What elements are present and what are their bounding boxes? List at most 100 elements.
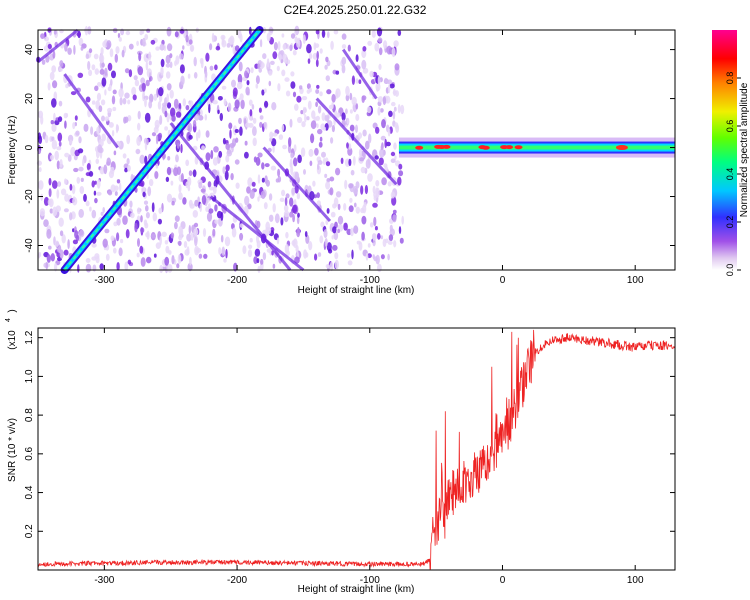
noise-speck xyxy=(259,115,264,120)
snr-scale-exponent: 4 xyxy=(5,318,12,322)
noise-speck xyxy=(176,142,180,149)
colorbar-tick-label: 0.0 xyxy=(725,264,735,277)
noise-speck xyxy=(261,89,265,96)
noise-speck xyxy=(239,93,244,101)
noise-speck xyxy=(80,177,84,182)
colorbar-ticks: 0.0 0.2 0.4 0.6 0.8 xyxy=(725,72,741,277)
noise-speck xyxy=(249,237,253,243)
noise-speck xyxy=(387,253,390,261)
noise-speck xyxy=(77,148,84,154)
noise-speck xyxy=(320,221,325,228)
noise-speck xyxy=(38,110,44,119)
echo-line xyxy=(209,195,305,272)
noise-speck xyxy=(47,198,52,206)
noise-speck xyxy=(102,238,108,248)
noise-speck xyxy=(272,203,276,213)
noise-speck xyxy=(268,214,274,222)
noise-speck xyxy=(144,155,148,165)
noise-speck xyxy=(182,98,186,107)
noise-speck xyxy=(149,75,153,82)
noise-speck xyxy=(369,222,374,228)
noise-speck xyxy=(128,69,133,78)
noise-speck xyxy=(85,258,91,263)
noise-speck xyxy=(375,126,380,134)
noise-speck xyxy=(376,86,379,92)
noise-speck xyxy=(193,222,199,228)
noise-speck xyxy=(386,45,392,55)
noise-speck xyxy=(234,159,240,165)
noise-speck xyxy=(276,237,280,245)
noise-speck xyxy=(245,86,250,96)
noise-speck xyxy=(361,59,367,70)
noise-speck xyxy=(381,177,387,186)
noise-speck xyxy=(247,177,253,187)
noise-speck xyxy=(251,181,256,187)
noise-speck xyxy=(248,244,253,249)
noise-speck xyxy=(373,195,377,201)
noise-speck xyxy=(322,157,326,165)
noise-speck xyxy=(79,186,85,194)
y-tick-label: 1.0 xyxy=(24,369,35,383)
snr-y-label: SNR (10 * v/v) xyxy=(7,418,18,482)
noise-speck xyxy=(259,121,263,128)
noise-speck xyxy=(204,114,208,121)
noise-speck xyxy=(358,132,362,139)
noise-speck xyxy=(166,43,173,52)
noise-speck xyxy=(74,115,78,121)
noise-speck xyxy=(174,221,178,230)
noise-speck xyxy=(100,47,104,56)
noise-speck xyxy=(69,212,73,221)
noise-speck xyxy=(100,99,106,106)
noise-speck xyxy=(88,171,94,177)
noise-speck xyxy=(377,75,381,86)
noise-speck xyxy=(224,170,229,181)
noise-speck xyxy=(59,67,63,72)
noise-speck xyxy=(174,215,180,222)
noise-speck xyxy=(94,85,99,92)
noise-speck xyxy=(107,62,113,71)
noise-speck xyxy=(239,223,244,229)
noise-speck xyxy=(59,159,63,168)
noise-speck xyxy=(106,161,111,166)
noise-speck xyxy=(388,234,394,242)
noise-speck xyxy=(100,211,104,216)
noise-speck xyxy=(130,212,135,219)
noise-speck xyxy=(225,154,230,163)
noise-speck xyxy=(202,228,207,237)
noise-speck xyxy=(194,236,198,247)
noise-speck xyxy=(160,58,165,68)
noise-speck xyxy=(53,112,56,122)
noise-speck xyxy=(257,63,261,70)
noise-speck xyxy=(278,54,282,61)
noise-speck xyxy=(152,212,157,222)
noise-speck xyxy=(223,258,227,263)
snr-x-ticks: -300 -200 -100 0 100 xyxy=(94,328,644,586)
noise-speck xyxy=(391,47,396,58)
noise-speck xyxy=(288,137,292,147)
noise-speck xyxy=(329,261,334,272)
snr-x-label: Height of straight line (km) xyxy=(298,584,415,595)
noise-speck xyxy=(91,209,97,219)
noise-speck xyxy=(380,235,384,240)
carrier-hotspot xyxy=(437,144,446,149)
noise-speck xyxy=(124,68,130,74)
noise-speck xyxy=(99,263,104,270)
noise-speck xyxy=(101,62,105,68)
noise-speck xyxy=(290,152,294,159)
noise-speck xyxy=(84,25,88,36)
noise-speck xyxy=(134,79,140,87)
noise-speck xyxy=(93,190,97,196)
noise-speck xyxy=(231,227,237,238)
noise-speck xyxy=(71,184,76,195)
noise-speck xyxy=(388,110,393,118)
noise-speck xyxy=(40,33,45,39)
noise-speck xyxy=(111,130,115,137)
noise-speck xyxy=(51,123,57,132)
noise-speck xyxy=(133,75,138,81)
noise-speck xyxy=(134,222,138,233)
noise-speck xyxy=(252,137,257,147)
noise-speck xyxy=(297,212,300,218)
noise-speck xyxy=(160,67,164,76)
noise-speck xyxy=(293,157,298,167)
noise-speck xyxy=(177,254,182,264)
